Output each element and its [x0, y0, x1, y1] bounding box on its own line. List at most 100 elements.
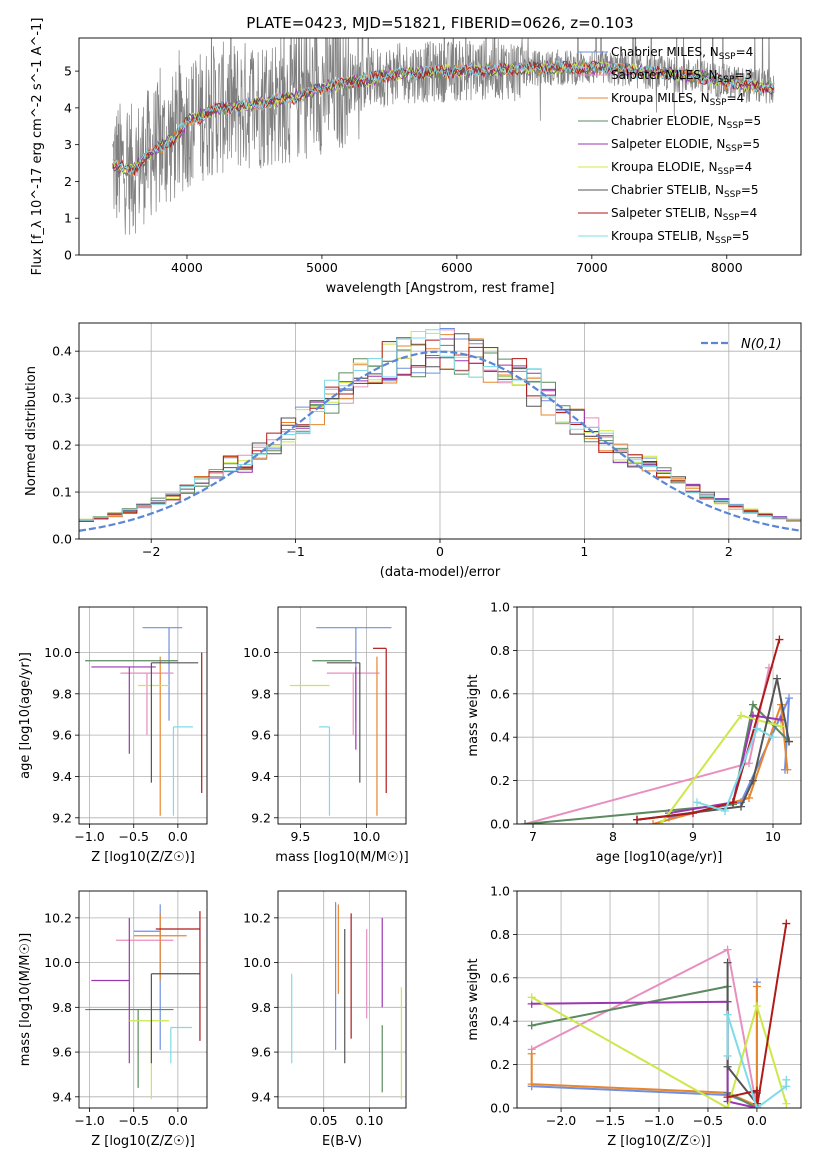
- age_vs_mass-y-tick-label: 9.8: [251, 686, 271, 701]
- age_vs_Z-point-salpeter-elodie: [91, 666, 156, 754]
- massweight_vs_Z-marker-salpeter-stelib: [723, 1093, 732, 1102]
- massweight_vs_Z-marker-kroupa-stelib: [752, 1104, 761, 1108]
- residuals-y-tick-label: 0.4: [52, 344, 72, 359]
- massweight_vs_age-marker-chabrier-stelib: [785, 737, 793, 746]
- massweight_vs_age-y-tick-label: 0.4: [490, 730, 510, 745]
- massweight_vs_age-marker-chabrier-stelib: [773, 674, 781, 683]
- massweight_vs_Z-marker-kroupa-miles: [752, 982, 761, 991]
- massweight_vs_age-x-tick-label: 10: [765, 829, 781, 844]
- massweight_vs_age-marker-chabrier-stelib: [749, 776, 757, 785]
- age_vs_Z-y-tick-label: 9.2: [52, 810, 72, 825]
- massweight_vs_age-marker-kroupa-elodie: [777, 722, 785, 731]
- model-line-kroupa-stelib: [112, 59, 775, 175]
- mass_vs_Z-x-tick-label: 0.0: [168, 1113, 188, 1128]
- massweight_vs_Z-y-tick-label: 1.0: [490, 884, 510, 899]
- massweight_vs_age-marker-kroupa-miles: [783, 765, 792, 774]
- age_vs_Z-x-tick-label: 0.0: [168, 829, 188, 844]
- massweight_vs_age-plot-area: [521, 635, 793, 824]
- age_vs_Z-x-axis-label: Z [log10(Z/Z☉)]: [91, 850, 195, 865]
- massweight_vs_age-line-kroupa-stelib: [696, 727, 774, 813]
- massweight_vs_Z-plot-area: [527, 919, 791, 1108]
- spectrum-x-tick-label: 4000: [171, 260, 203, 275]
- legend-entry-chabrier-stelib: Chabrier STELIB, NSSP=5: [611, 183, 759, 200]
- massweight_vs_age-y-axis-label: mass weight: [466, 674, 481, 756]
- legend-entry-salpeter-miles: Salpeter MILES, NSSP=3: [611, 68, 752, 85]
- spectrum-y-tick-label: 4: [64, 100, 72, 115]
- age_vs_Z-point-chabrier-stelib: [150, 662, 199, 783]
- massweight_vs_age-marker-salpeter-stelib: [729, 798, 737, 807]
- massweight_vs_age-y-tick-label: 0.0: [490, 817, 510, 832]
- massweight_vs_Z-x-tick-label: −1.0: [644, 1113, 674, 1128]
- age_vs_mass-panel: 9.5 10.0 9.2 9.4 9.6 9.8 10.0 mass [log10(M/M☉)…: [243, 606, 409, 865]
- age_vs_mass-x-tick-label: 9.5: [290, 829, 310, 844]
- age_vs_mass-x-axis-label: mass [log10(M/M☉)]: [275, 850, 408, 865]
- spectrum-x-tick-label: 8000: [711, 260, 743, 275]
- legend-entry-kroupa-stelib: Kroupa STELIB, NSSP=5: [611, 229, 749, 246]
- spectrum-frame: [78, 37, 802, 256]
- massweight_vs_age-x-tick-label: 9: [689, 829, 697, 844]
- mass_vs_EBV-y-tick-label: 9.4: [251, 1089, 271, 1104]
- age_vs_mass-frame: [277, 606, 407, 825]
- spectrum-x-tick-label: 5000: [306, 260, 338, 275]
- mass_vs_Z-y-tick-label: 10.2: [44, 910, 72, 925]
- mass_vs_EBV-y-tick-label: 9.8: [251, 1000, 271, 1015]
- spectrum-x-tick-label: 6000: [441, 260, 473, 275]
- spectrum-plot-area: [112, 38, 775, 235]
- residuals-y-axis-label: Normed distribution: [24, 366, 39, 496]
- legend-entry-kroupa-miles: Kroupa MILES, NSSP=4: [611, 91, 744, 108]
- model-line-chabrier-miles: [112, 60, 775, 175]
- residuals-x-axis-label: (data-model)/error: [380, 565, 501, 580]
- mass_vs_Z-x-tick-label: −1.0: [74, 1113, 104, 1128]
- residuals-frame: [78, 322, 802, 540]
- massweight_vs_Z-marker-chabrier-elodie: [527, 1021, 536, 1030]
- mass_vs_EBV-x-axis-label: E(B-V): [322, 1134, 362, 1149]
- massweight_vs_age-marker-kroupa-stelib: [753, 724, 761, 733]
- spectrum-panel: 4000 5000 6000 7000 8000 0 1 2 3 4 5 wavelength [An…: [30, 18, 802, 296]
- age_vs_mass-plot-area: [289, 627, 392, 816]
- mass_vs_Z-point-kroupa-elodie: [129, 1020, 170, 1100]
- massweight_vs_Z-marker-chabrier-stelib: [723, 958, 732, 967]
- legend-entry-chabrier-miles: Chabrier MILES, NSSP=4: [611, 45, 753, 62]
- age_vs_mass-y-tick-label: 9.4: [251, 769, 271, 784]
- residuals-x-tick-label: −1: [286, 544, 304, 559]
- massweight_vs_Z-y-tick-label: 0.8: [490, 927, 510, 942]
- legend-entry-chabrier-elodie: Chabrier ELODIE, NSSP=5: [611, 114, 761, 131]
- massweight_vs_Z-y-tick-label: 0.2: [490, 1057, 510, 1072]
- massweight_vs_age-marker-salpeter-stelib: [633, 815, 641, 824]
- age_vs_mass-y-tick-label: 10.0: [243, 645, 271, 660]
- spectrum-y-tick-label: 5: [64, 64, 72, 79]
- age_vs_Z-y-axis-label: age [log10(age/yr)]: [18, 652, 33, 779]
- mass_vs_EBV-frame: [277, 890, 407, 1109]
- spectrum-y-axis-label: Flux [f_λ 10^-17 erg cm^-2 s^-1 A^-1]: [30, 18, 45, 276]
- mass_vs_Z-plot-area: [85, 904, 201, 1100]
- massweight_vs_age-marker-salpeter-stelib: [689, 809, 697, 818]
- age_vs_Z-frame: [78, 606, 208, 825]
- residuals-y-tick-label: 0.1: [52, 485, 72, 500]
- massweight_vs_Z-x-tick-label: −0.5: [693, 1113, 723, 1128]
- residuals-y-tick-label: 0.0: [52, 532, 72, 547]
- mass_vs_Z-y-axis-label: mass [log10(M/M☉)]: [18, 933, 33, 1066]
- age_vs_Z-point-chabrier-miles: [142, 627, 183, 721]
- massweight_vs_age-marker-chabrier-elodie: [521, 820, 529, 824]
- massweight_vs_age-marker-kroupa-miles: [745, 793, 753, 802]
- massweight_vs_Z-marker-salpeter-stelib: [782, 919, 791, 928]
- massweight_vs_Z-marker-kroupa-stelib: [723, 1051, 732, 1060]
- massweight_vs_Z-y-axis-label: mass weight: [466, 958, 481, 1040]
- legend-entry-kroupa-elodie: Kroupa ELODIE, NSSP=4: [611, 160, 752, 177]
- massweight_vs_Z-x-tick-label: −1.5: [595, 1113, 625, 1128]
- massweight_vs_age-marker-salpeter-miles: [745, 759, 753, 768]
- residual-hist-kroupa-stelib: [79, 329, 801, 521]
- age_vs_mass-y-tick-label: 9.6: [251, 728, 271, 743]
- figure-title: PLATE=0423, MJD=51821, FIBERID=0626, z=0…: [246, 14, 633, 32]
- massweight_vs_Z-y-tick-label: 0.6: [490, 970, 510, 985]
- mass_vs_Z-y-tick-label: 9.8: [52, 1000, 72, 1015]
- legend-entry-normal: N(0,1): [741, 337, 782, 352]
- massweight_vs_Z-line-chabrier-miles: [531, 982, 758, 1108]
- mass_vs_Z-point-salpeter-elodie: [91, 917, 130, 1064]
- mass_vs_EBV-x-tick-label: 0.05: [310, 1113, 338, 1128]
- massweight_vs_age-x-tick-label: 8: [609, 829, 617, 844]
- mass_vs_Z-panel: −1.0 −0.5 0.0 9.4 9.6 9.8 10.0 10.2 Z [log10(Z/Z…: [18, 890, 208, 1149]
- age_vs_mass-y-tick-label: 9.2: [251, 810, 271, 825]
- age_vs_mass-x-tick-label: 10.0: [352, 829, 380, 844]
